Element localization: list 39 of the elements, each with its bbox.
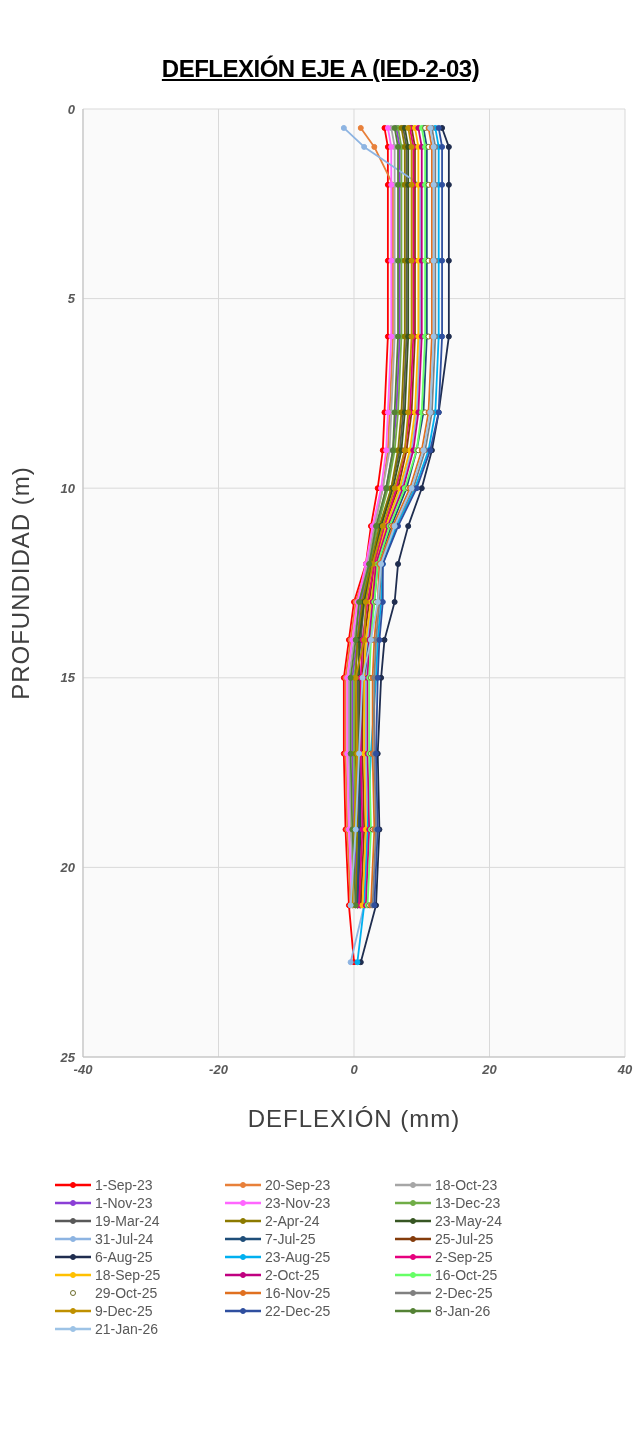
legend-label: 18-Sep-25 [95, 1267, 161, 1283]
legend-label: 25-Jul-25 [435, 1231, 494, 1247]
y-tick-label: 20 [59, 860, 76, 876]
legend-label: 16-Nov-25 [265, 1285, 331, 1301]
legend-label: 7-Jul-25 [265, 1231, 316, 1247]
legend-label: 2-Apr-24 [265, 1213, 320, 1229]
legend-label: 16-Oct-25 [435, 1267, 498, 1283]
legend-label: 13-Dec-23 [435, 1195, 501, 1211]
legend-label: 1-Nov-23 [95, 1195, 153, 1211]
legend-label: 1-Sep-23 [95, 1177, 153, 1193]
x-axis-title: DEFLEXIÓN (mm) [247, 1105, 461, 1132]
x-tick-label: -20 [209, 1062, 229, 1078]
y-tick-label: 10 [60, 480, 76, 496]
legend-label: 21-Jan-26 [95, 1321, 159, 1337]
y-tick-label: 25 [59, 1049, 76, 1065]
chart-title: DEFLEXIÓN EJE A (IED-2-03) [160, 55, 481, 83]
legend-label: 23-Aug-25 [265, 1249, 331, 1265]
legend-label: 23-Nov-23 [265, 1195, 331, 1211]
legend-label: 20-Sep-23 [265, 1177, 331, 1193]
x-tick-label: -40 [73, 1062, 94, 1078]
legend-label: 9-Dec-25 [95, 1303, 153, 1319]
y-axis-title: PROFUNDIDAD (m) [6, 466, 34, 700]
legend-label: 2-Dec-25 [435, 1285, 493, 1301]
x-tick-label: 40 [616, 1062, 633, 1078]
legend-label: 23-May-24 [435, 1213, 502, 1229]
legend-label: 18-Oct-23 [435, 1177, 498, 1193]
x-tick-label: 20 [481, 1062, 498, 1078]
legend-label: 2-Oct-25 [265, 1267, 320, 1283]
legend-label: 29-Oct-25 [95, 1285, 158, 1301]
y-tick-label: 15 [60, 670, 76, 686]
legend-label: 22-Dec-25 [265, 1303, 331, 1319]
legend-label: 19-Mar-24 [95, 1213, 160, 1229]
legend-label: 31-Jul-24 [95, 1231, 154, 1247]
y-tick-label: 0 [67, 101, 76, 117]
legend-label: 8-Jan-26 [435, 1303, 491, 1319]
y-tick-label: 5 [67, 291, 76, 307]
legend-label: 6-Aug-25 [95, 1249, 153, 1265]
legend-label: 2-Sep-25 [435, 1249, 493, 1265]
x-tick-label: 0 [350, 1062, 359, 1078]
